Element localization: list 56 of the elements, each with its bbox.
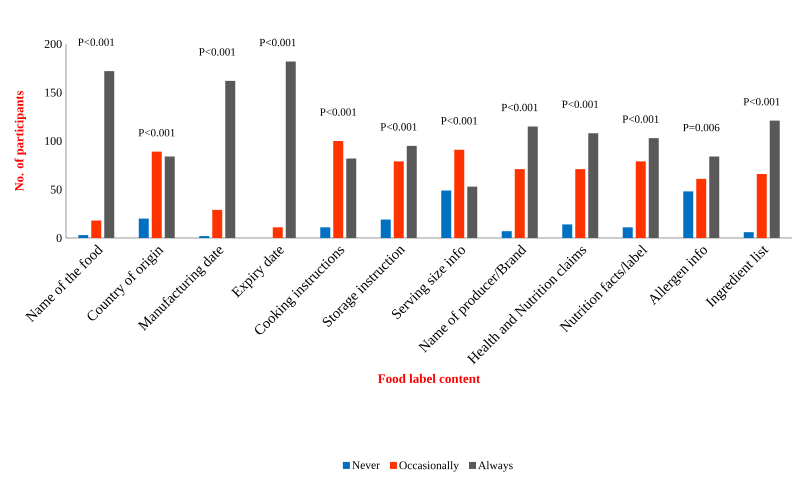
annotation: P<0.001 <box>138 129 175 136</box>
annotation: P<0.001 <box>502 104 538 112</box>
bar <box>346 158 356 238</box>
bar <box>333 140 344 238</box>
bar <box>562 224 572 238</box>
y-tick-label: 100 <box>45 136 62 146</box>
bar <box>394 161 404 238</box>
bar <box>225 80 236 238</box>
x-axis-title: Food label content <box>378 374 480 384</box>
bar <box>502 231 512 238</box>
bar <box>406 146 417 238</box>
annotation: P<0.001 <box>744 98 780 106</box>
annotation: P<0.001 <box>441 117 478 125</box>
bar <box>272 227 283 238</box>
bar <box>636 161 646 238</box>
annotation: P=0.006 <box>683 124 720 132</box>
bar <box>104 71 114 238</box>
annotation: P<0.001 <box>562 100 598 108</box>
bar <box>744 232 754 238</box>
bar <box>454 150 464 238</box>
annotation: P<0.001 <box>78 38 114 46</box>
y-tick-label: 150 <box>45 88 62 97</box>
y-tick-label: 0 <box>56 234 62 242</box>
annotation: P<0.001 <box>380 123 417 131</box>
legend-label: Never <box>352 461 380 469</box>
bar <box>380 220 391 238</box>
bar <box>91 220 102 238</box>
bar <box>575 169 586 238</box>
bar <box>622 227 633 238</box>
bar <box>212 210 222 238</box>
annotation: P<0.001 <box>622 115 659 123</box>
bar <box>286 61 296 238</box>
legend-label: Occasionally <box>399 461 459 472</box>
bar <box>709 156 720 238</box>
y-tick-label: 50 <box>50 185 62 194</box>
bar <box>138 218 149 238</box>
annotation: P<0.001 <box>320 108 356 116</box>
y-axis-title: No. of participants <box>14 90 26 192</box>
bar <box>152 152 162 238</box>
annotation: P<0.001 <box>260 38 296 46</box>
bar <box>320 227 330 238</box>
legend-label: Always <box>478 461 513 472</box>
bar <box>467 186 478 238</box>
annotation: P<0.001 <box>199 48 236 56</box>
bar <box>588 133 598 238</box>
bar <box>528 126 538 238</box>
bar <box>441 190 452 238</box>
bar <box>770 120 780 238</box>
y-tick-label: 200 <box>44 40 62 48</box>
bar <box>514 169 525 238</box>
bar <box>648 138 659 238</box>
bar <box>78 235 88 238</box>
bar <box>756 174 767 238</box>
bar <box>696 178 706 238</box>
bar <box>164 156 175 238</box>
bar <box>683 191 694 238</box>
